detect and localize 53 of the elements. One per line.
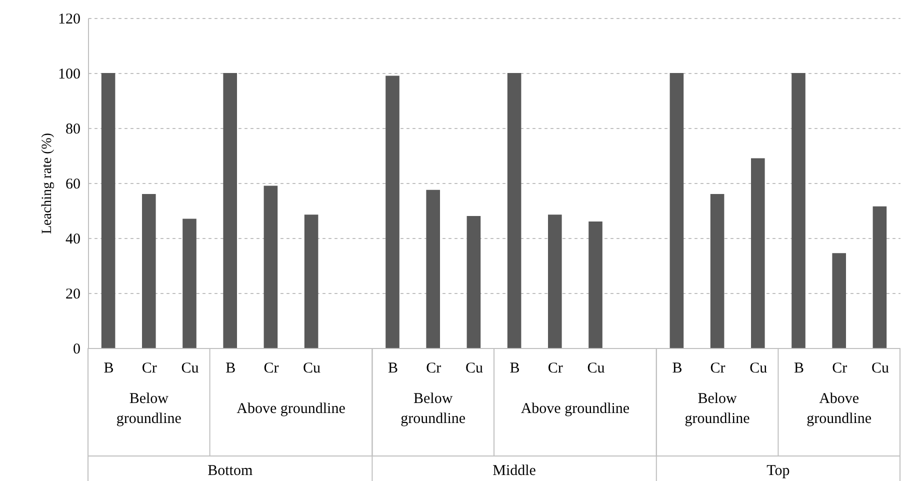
text: Top [766,463,790,479]
y-tick-label: 40 [66,232,80,248]
text: Bottom [208,463,253,479]
text: Above groundline [520,401,630,417]
bar [792,73,806,348]
bar [670,73,684,348]
text: Middle [492,463,536,479]
x-tick-label: B [104,360,114,376]
bar [832,253,846,348]
text: Below groundline [400,391,466,427]
x-tick-label: Cu [181,360,200,376]
x-tick-label: Cr [264,360,279,376]
text: Below groundline [684,391,750,427]
x-tick-label: Cu [871,360,890,376]
bar [710,194,724,348]
x-tick-label: Cr [832,360,848,376]
y-tick-label: 120 [58,12,80,28]
y-tick-label: 0 [73,342,80,358]
x-tick-label: Cr [142,360,157,376]
bar [264,186,278,348]
x-tick-label: B [226,360,236,376]
y-axis-title: Leaching rate (%) [40,132,55,234]
y-tick-label: 60 [66,176,80,192]
text: Above groundline [236,401,346,417]
bar [466,216,481,348]
text: Below groundline [116,391,182,427]
bar [142,194,156,348]
x-tick-label: Cr [710,360,726,376]
x-tick-label: B [672,360,682,376]
x-tick-label: Cu [303,360,322,376]
bar [588,222,602,348]
bar [101,73,116,348]
x-tick-label: B [510,360,520,376]
bar [223,73,237,348]
bar [386,76,400,348]
x-tick-label: Cr [426,360,442,376]
bar [182,218,196,348]
bar [751,158,765,348]
x-tick-label: Cu [465,360,484,376]
text: Above groundline [806,391,872,427]
x-tick-label: Cu [587,360,606,376]
bar [548,214,562,348]
y-tick-label: 100 [58,66,80,82]
x-tick-label: B [794,360,804,376]
x-tick-label: Cu [750,360,768,376]
y-tick-label: 20 [66,286,80,302]
bar [507,73,522,348]
bar [872,206,887,348]
bar [304,214,318,348]
bar [426,190,440,348]
y-tick-label: 80 [66,122,80,138]
x-tick-label: B [388,360,398,376]
x-tick-label: Cr [548,360,563,376]
